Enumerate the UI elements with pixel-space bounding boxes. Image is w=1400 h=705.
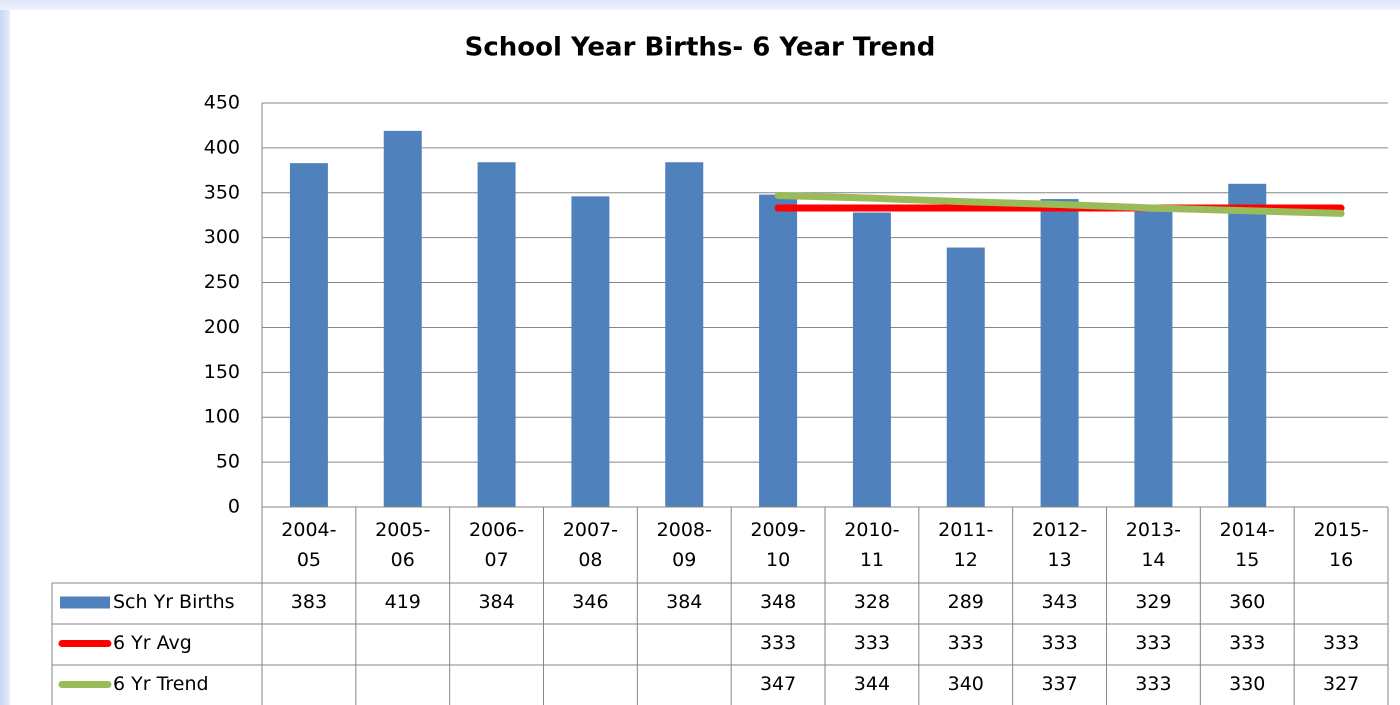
bar [1040,199,1079,507]
table-value: 340 [948,673,984,695]
x-tick-label: 2010-11 [844,519,900,571]
table-value: 333 [760,632,796,654]
table-value: 346 [572,591,608,613]
x-tick-label: 2015-16 [1313,519,1369,571]
x-tick-label: 2004-05 [281,519,337,571]
y-tick-label: 350 [204,181,240,203]
x-tick-label: 2009-10 [750,519,806,571]
x-tick-label: 2011-12 [938,519,994,571]
table-value: 337 [1041,673,1077,695]
table-value: 360 [1229,591,1265,613]
table-value: 333 [948,632,984,654]
table-value: 384 [478,591,514,613]
bar [1134,211,1173,507]
bar [852,212,891,508]
table-value: 330 [1229,673,1265,695]
legend-label: Sch Yr Births [113,591,235,613]
y-tick-label: 200 [204,316,240,338]
y-tick-label: 450 [204,92,240,114]
table-value: 333 [1135,673,1171,695]
x-tick-label: 2006-07 [468,519,525,571]
table-value: 333 [1041,632,1077,654]
bar [759,194,798,507]
x-tick-label: 2013-14 [1125,519,1182,571]
x-tick-label: 2008-09 [656,519,712,571]
legend-label: 6 Yr Trend [113,673,209,695]
table-value: 327 [1323,673,1359,695]
y-tick-label: 250 [204,271,240,293]
y-tick-label: 0 [228,496,240,518]
table-value: 333 [1229,632,1265,654]
x-tick-label: 2014-15 [1219,519,1275,571]
table-value: 347 [760,673,796,695]
table-value: 419 [385,591,421,613]
table-value: 328 [854,591,890,613]
table-value: 289 [948,591,984,613]
y-tick-label: 300 [204,226,240,248]
bar [289,163,328,507]
bar [477,162,516,507]
table-value: 384 [666,591,702,613]
table-value: 383 [291,591,327,613]
table-value: 343 [1041,591,1077,613]
table-value: 333 [1323,632,1359,654]
y-tick-label: 150 [204,361,240,383]
y-tick-label: 100 [204,406,240,428]
bar [946,247,985,507]
x-tick-label: 2012-13 [1031,519,1088,571]
legend-key [60,596,110,609]
bar [1228,183,1267,508]
y-tick-label: 400 [204,136,240,158]
table-value: 333 [1135,632,1171,654]
bar [383,130,422,507]
table-value: 329 [1135,591,1171,613]
table-value: 344 [854,673,890,695]
legend-label: 6 Yr Avg [113,632,192,654]
line-series [774,191,1345,217]
bar [571,196,610,507]
table-value: 348 [760,591,796,613]
x-tick-label: 2005-06 [375,519,431,571]
y-tick-label: 50 [216,451,240,473]
x-tick-label: 2007-08 [562,519,619,571]
table-value: 333 [854,632,890,654]
chart-title: School Year Births- 6 Year Trend [465,33,936,63]
bar [665,162,704,507]
